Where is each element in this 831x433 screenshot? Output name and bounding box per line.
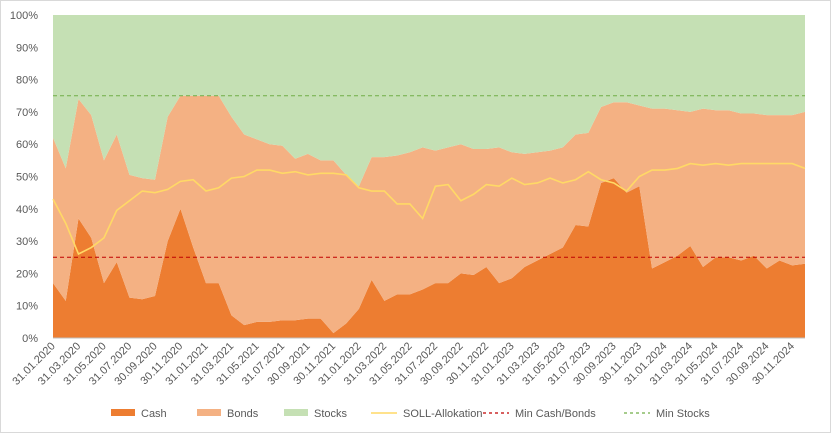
legend-entry-cash: Cash (111, 408, 167, 420)
legend-label: Min Stocks (656, 408, 710, 420)
y-tick-label: 10% (16, 301, 38, 313)
legend-entry-stocks: Stocks (284, 408, 348, 420)
legend-entry-min-stocks: Min Stocks (624, 408, 710, 420)
legend-entry-bonds: Bonds (197, 408, 259, 420)
y-tick-label: 80% (16, 75, 38, 87)
y-tick-label: 100% (10, 10, 38, 22)
legend-label: SOLL-Allokation (403, 408, 483, 420)
legend-swatch (197, 409, 221, 416)
legend-swatch (111, 409, 135, 416)
y-tick-label: 50% (16, 172, 38, 184)
y-tick-label: 40% (16, 204, 38, 216)
legend-label: Cash (141, 408, 167, 420)
y-tick-label: 60% (16, 139, 38, 151)
area-stocks (53, 15, 805, 187)
legend-label: Stocks (314, 408, 348, 420)
y-tick-label: 30% (16, 236, 38, 248)
legend-label: Min Cash/Bonds (515, 408, 596, 420)
legend-entry-soll-allokation: SOLL-Allokation (371, 408, 483, 420)
legend-label: Bonds (227, 408, 259, 420)
legend-swatch (284, 409, 308, 416)
y-tick-label: 70% (16, 107, 38, 119)
area-bonds (53, 95, 805, 334)
legend-entry-min-cash-bonds: Min Cash/Bonds (483, 408, 596, 420)
y-tick-label: 0% (22, 333, 38, 345)
area-cash (53, 178, 805, 338)
y-tick-label: 20% (16, 268, 38, 280)
line-soll-allokation (52, 162, 806, 256)
y-tick-label: 90% (16, 42, 38, 54)
